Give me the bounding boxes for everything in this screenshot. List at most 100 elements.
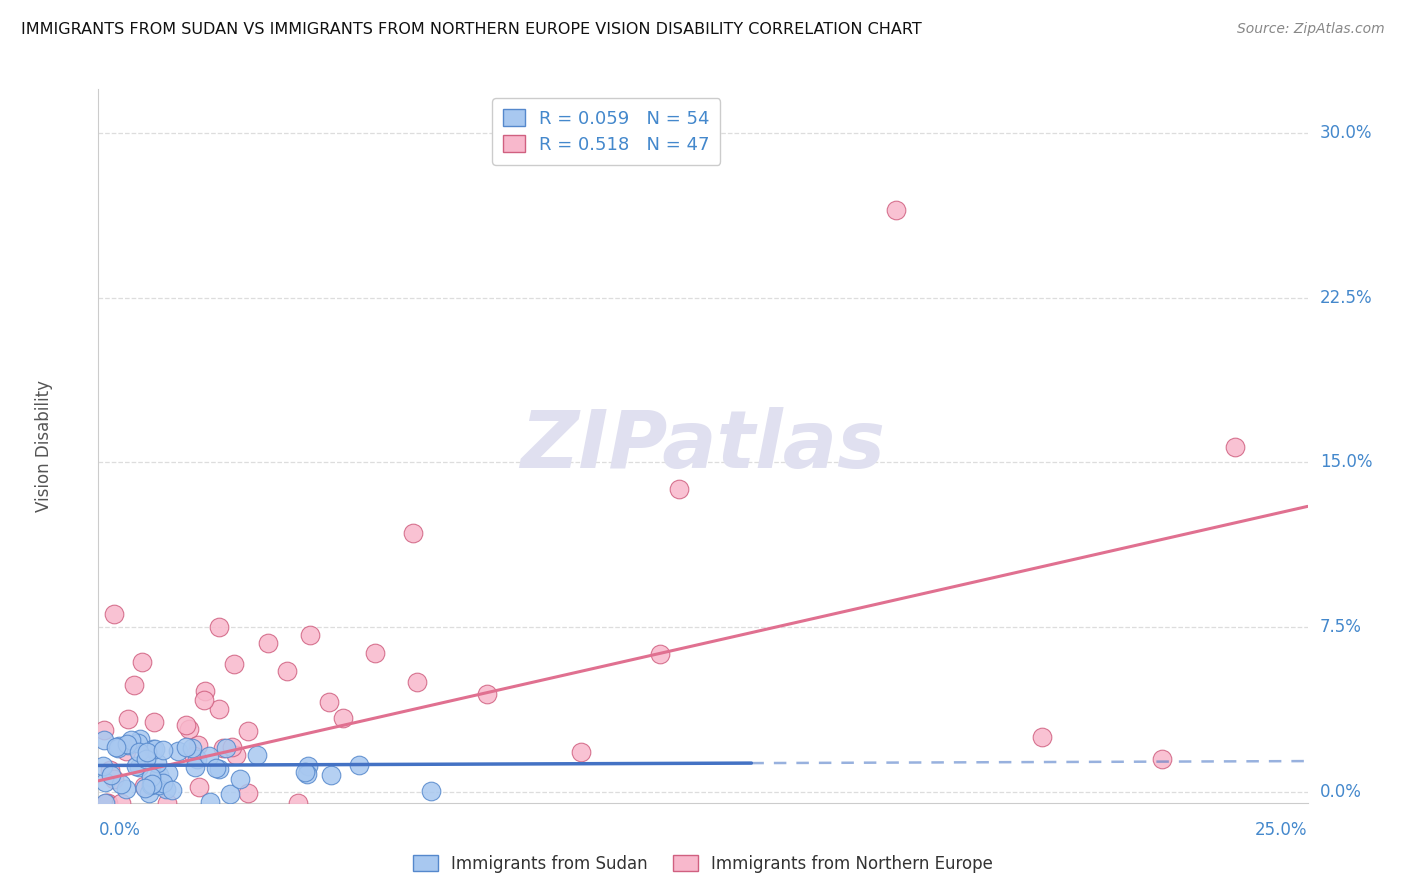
Point <box>180 741 202 756</box>
Point <box>115 737 138 751</box>
Point <box>221 739 243 754</box>
Point <box>475 687 498 701</box>
Point <box>148 778 170 792</box>
Point <box>886 202 908 217</box>
Point <box>100 768 122 782</box>
Point <box>152 776 174 790</box>
Point <box>129 731 152 746</box>
Point <box>91 759 114 773</box>
Point <box>332 711 354 725</box>
Point <box>107 741 129 756</box>
Text: 0.0%: 0.0% <box>1320 783 1361 801</box>
Point <box>236 723 259 738</box>
Point <box>143 714 166 729</box>
Point <box>122 678 145 692</box>
Point <box>287 796 309 810</box>
Point <box>156 796 179 810</box>
Point <box>138 786 160 800</box>
Point <box>103 607 125 622</box>
Point <box>103 772 125 786</box>
Point <box>276 664 298 678</box>
Point <box>297 759 319 773</box>
Point <box>208 702 231 716</box>
Point <box>139 770 162 784</box>
Point <box>96 796 118 810</box>
Point <box>155 782 177 797</box>
Point <box>110 796 132 810</box>
Point <box>208 620 231 634</box>
Point <box>299 627 322 641</box>
Point <box>98 763 121 777</box>
Point <box>183 748 205 763</box>
Point <box>405 675 427 690</box>
Point <box>236 786 259 800</box>
Point <box>246 747 269 762</box>
Point <box>146 772 169 786</box>
Point <box>167 744 190 758</box>
Point <box>211 741 233 756</box>
Point <box>142 742 165 756</box>
Point <box>115 743 138 757</box>
Point <box>222 657 245 672</box>
Text: 25.0%: 25.0% <box>1256 821 1308 838</box>
Point <box>200 795 222 809</box>
Point <box>93 733 115 747</box>
Point <box>156 766 179 780</box>
Point <box>174 718 197 732</box>
Point <box>131 656 153 670</box>
Point <box>114 781 136 796</box>
Point <box>110 777 132 791</box>
Text: 22.5%: 22.5% <box>1320 289 1372 307</box>
Point <box>135 745 157 759</box>
Text: Source: ZipAtlas.com: Source: ZipAtlas.com <box>1237 22 1385 37</box>
Point <box>1223 440 1246 454</box>
Point <box>94 775 117 789</box>
Point <box>668 482 690 496</box>
Point <box>146 756 169 771</box>
Point <box>349 758 371 772</box>
Point <box>364 646 387 660</box>
Point <box>134 780 156 795</box>
Text: ZIPatlas: ZIPatlas <box>520 407 886 485</box>
Point <box>205 761 228 775</box>
Point <box>297 767 319 781</box>
Point <box>127 736 149 750</box>
Point <box>141 777 163 791</box>
Point <box>321 768 343 782</box>
Point <box>208 762 231 776</box>
Point <box>193 693 215 707</box>
Point <box>194 683 217 698</box>
Text: 15.0%: 15.0% <box>1320 453 1372 472</box>
Text: IMMIGRANTS FROM SUDAN VS IMMIGRANTS FROM NORTHERN EUROPE VISION DISABILITY CORRE: IMMIGRANTS FROM SUDAN VS IMMIGRANTS FROM… <box>21 22 922 37</box>
Point <box>117 712 139 726</box>
Point <box>402 525 425 540</box>
Point <box>139 778 162 792</box>
Point <box>128 759 150 773</box>
Point <box>128 746 150 760</box>
Point <box>152 743 174 757</box>
Point <box>183 760 205 774</box>
Point <box>186 752 208 766</box>
Point <box>108 739 131 753</box>
Legend: R = 0.059   N = 54, R = 0.518   N = 47: R = 0.059 N = 54, R = 0.518 N = 47 <box>492 98 720 165</box>
Point <box>188 780 211 794</box>
Text: 0.0%: 0.0% <box>98 821 141 838</box>
Point <box>93 723 115 737</box>
Point <box>1031 730 1053 744</box>
Point <box>148 768 170 782</box>
Text: Vision Disability: Vision Disability <box>35 380 53 512</box>
Point <box>135 752 157 766</box>
Point <box>134 779 156 793</box>
Point <box>162 782 184 797</box>
Point <box>318 695 340 709</box>
Point <box>94 796 117 810</box>
Point <box>215 740 238 755</box>
Point <box>104 740 127 755</box>
Point <box>294 765 316 780</box>
Point <box>229 772 252 786</box>
Point <box>419 784 441 798</box>
Text: 7.5%: 7.5% <box>1320 618 1361 636</box>
Point <box>117 738 139 752</box>
Point <box>120 733 142 747</box>
Legend: Immigrants from Sudan, Immigrants from Northern Europe: Immigrants from Sudan, Immigrants from N… <box>406 848 1000 880</box>
